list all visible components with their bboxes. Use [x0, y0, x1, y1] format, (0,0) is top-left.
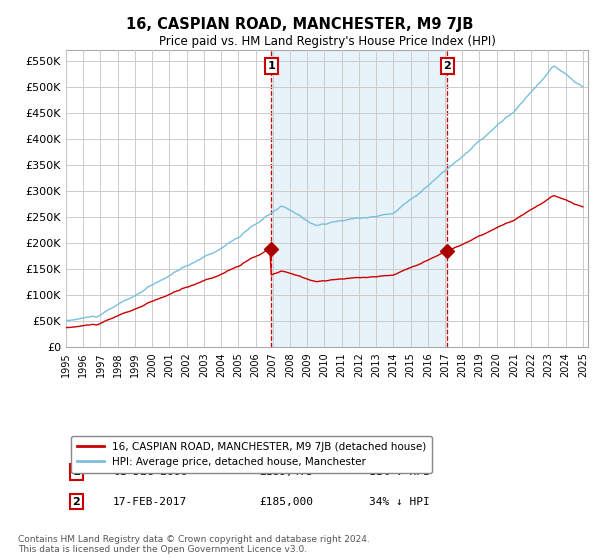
Text: £185,000: £185,000: [259, 497, 313, 507]
Text: 2: 2: [73, 497, 80, 507]
Title: Price paid vs. HM Land Registry's House Price Index (HPI): Price paid vs. HM Land Registry's House …: [158, 35, 496, 48]
Text: 17-FEB-2017: 17-FEB-2017: [113, 497, 187, 507]
Text: 01-DEC-2006: 01-DEC-2006: [113, 467, 187, 477]
Text: 34% ↓ HPI: 34% ↓ HPI: [369, 497, 430, 507]
Text: 16, CASPIAN ROAD, MANCHESTER, M9 7JB: 16, CASPIAN ROAD, MANCHESTER, M9 7JB: [127, 17, 473, 32]
Text: 1: 1: [268, 61, 275, 71]
Text: £189,475: £189,475: [259, 467, 313, 477]
Text: Contains HM Land Registry data © Crown copyright and database right 2024.
This d: Contains HM Land Registry data © Crown c…: [18, 535, 370, 554]
Legend: 16, CASPIAN ROAD, MANCHESTER, M9 7JB (detached house), HPI: Average price, detac: 16, CASPIAN ROAD, MANCHESTER, M9 7JB (de…: [71, 436, 433, 473]
Text: 1: 1: [73, 467, 80, 477]
Text: 11% ↓ HPI: 11% ↓ HPI: [369, 467, 430, 477]
Text: 2: 2: [443, 61, 451, 71]
